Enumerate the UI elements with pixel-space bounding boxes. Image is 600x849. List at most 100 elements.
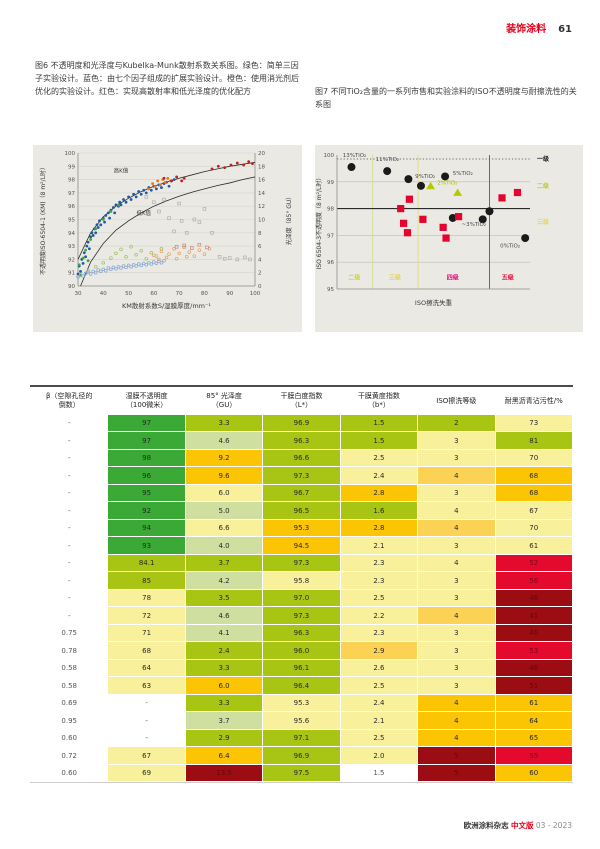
table-cell: 95.8 [263, 572, 340, 589]
table-cell: 97.5 [263, 764, 340, 782]
column-header: 85° 光泽度 （GU） [206, 392, 242, 410]
table-cell: - [31, 554, 108, 572]
y-right-tick-label: 12 [258, 204, 265, 210]
opacity-class-label: 二级 [537, 182, 549, 190]
table-cell: 4.2 [185, 572, 263, 589]
table-row: 0.75 71 4.1 96.3 2.3 3 46 [31, 624, 572, 642]
table-cell: 97.3 [263, 607, 340, 624]
table-cell: 3 [418, 642, 495, 659]
results-table: β（空隙孔径的 倒数） 湿膜不透明度 （100微米） 85° 光泽度 （GU） 干膜白… [30, 387, 573, 782]
table-row: -96 9.6 97.3 2.4 4 68 [31, 467, 572, 484]
table-cell: 0.58 [31, 677, 108, 694]
tio2-point-label: 13%TiO₂ [343, 153, 366, 159]
table-cell: 97.1 [263, 729, 340, 747]
scrub-class-label: 二级 [348, 274, 360, 282]
table-row: -78 3.5 97.0 2.5 3 46 [31, 589, 572, 607]
table-cell: 53 [495, 642, 572, 659]
table-cell: 6.4 [185, 747, 263, 764]
table-cell: 2.6 [340, 659, 418, 677]
table-cell: 4.6 [185, 607, 263, 624]
table-cell: 70 [495, 519, 572, 537]
table-cell: 98 [108, 449, 185, 467]
table-cell: 3 [418, 572, 495, 589]
table-cell: 94 [108, 519, 185, 537]
table-cell: 60 [495, 764, 572, 782]
table-cell: 6.6 [185, 519, 263, 537]
y-left-tick-label: 98 [68, 178, 75, 184]
table-cell: 95.6 [263, 712, 340, 729]
table-cell: 0.58 [31, 659, 108, 677]
x-tick-label: 80 [201, 291, 208, 297]
figure6-scatter-plot: 9091929394959697989910002468101214161820… [39, 151, 293, 310]
table-cell: 68 [108, 642, 185, 659]
table-cell: 72 [108, 607, 185, 624]
table-cell: - [31, 414, 108, 432]
low-k-curve [80, 176, 256, 287]
y-right-tick-label: 8 [258, 231, 262, 237]
table-cell: 84.1 [108, 554, 185, 572]
scrub-class-label: 三级 [389, 274, 401, 282]
x-tick-label: 90 [226, 291, 233, 297]
table-cell: 9.6 [185, 467, 263, 484]
table-cell: 92 [108, 502, 185, 519]
table-cell: 97.3 [263, 467, 340, 484]
table-cell: 70 [495, 449, 572, 467]
table-cell: - [108, 694, 185, 712]
table-row: 0.60-2.9 97.1 2.5 4 65 [31, 729, 572, 747]
table-cell: 46 [495, 589, 572, 607]
series-open-square [144, 195, 252, 262]
series-open-circle [152, 245, 212, 262]
table-cell: 68 [495, 467, 572, 484]
table-cell: 2.5 [340, 589, 418, 607]
x-tick-label: 60 [150, 291, 157, 297]
table-cell: 2.5 [340, 729, 418, 747]
y-right-axis-label: 光泽度（85° GU） [285, 194, 293, 246]
series-triangle [426, 181, 463, 196]
series-dot [147, 176, 172, 191]
x-axis-label: KM散射系数S/湿膜厚度/mm⁻¹ [122, 301, 211, 310]
table-cell: 3.7 [185, 712, 263, 729]
table-cell: 96 [108, 467, 185, 484]
section-label: 装饰涂料 [506, 24, 547, 35]
y-right-tick-label: 20 [258, 151, 265, 157]
table-cell: 2.9 [340, 642, 418, 659]
table-row: -94 6.6 95.3 2.8 4 70 [31, 519, 572, 537]
table-row: -97 4.6 96.3 1.5 3 81 [31, 432, 572, 449]
table-cell: 0.95 [31, 712, 108, 729]
table-cell: 2.1 [340, 712, 418, 729]
table-row: 0.72 67 6.4 96.9 2.0 5 55 [31, 747, 572, 764]
x-tick-label: 40 [100, 291, 107, 297]
table-cell: 2.1 [340, 537, 418, 554]
y-tick-label: 97 [327, 233, 334, 239]
tio2-point-label: ~3%TiO₂ [461, 222, 486, 228]
table-cell: 68 [495, 484, 572, 502]
table-cell: 63 [108, 677, 185, 694]
table-cell: 94.5 [263, 537, 340, 554]
table-cell: 96.4 [263, 677, 340, 694]
table-cell: 3 [418, 484, 495, 502]
table-cell: 3.7 [185, 554, 263, 572]
table-cell: 96.9 [263, 414, 340, 432]
y-left-tick-label: 94 [68, 231, 75, 237]
table-cell: 3.5 [185, 589, 263, 607]
edition-label: 中文版 [511, 821, 534, 830]
series-square [397, 188, 522, 242]
table-cell: 41 [495, 607, 572, 624]
table-cell: 4 [418, 467, 495, 484]
table-cell: 4 [418, 554, 495, 572]
table-cell: 0.60 [31, 729, 108, 747]
table-cell: 97 [108, 414, 185, 432]
table-cell: 96.3 [263, 432, 340, 449]
table-cell: 4 [418, 502, 495, 519]
table-cell: 96.0 [263, 642, 340, 659]
table-cell: 13.5 [185, 764, 263, 782]
x-tick-label: 70 [176, 291, 183, 297]
table-cell: 4.0 [185, 537, 263, 554]
tio2-point-label: 0%TiO₂ [500, 243, 520, 249]
column-header: 耐黑沥青沾污性/% [504, 396, 563, 405]
table-cell: 4 [418, 729, 495, 747]
y-right-tick-label: 4 [258, 257, 262, 263]
table-cell: - [31, 607, 108, 624]
table-cell: 2.4 [340, 467, 418, 484]
y-tick-label: 98 [327, 207, 334, 213]
